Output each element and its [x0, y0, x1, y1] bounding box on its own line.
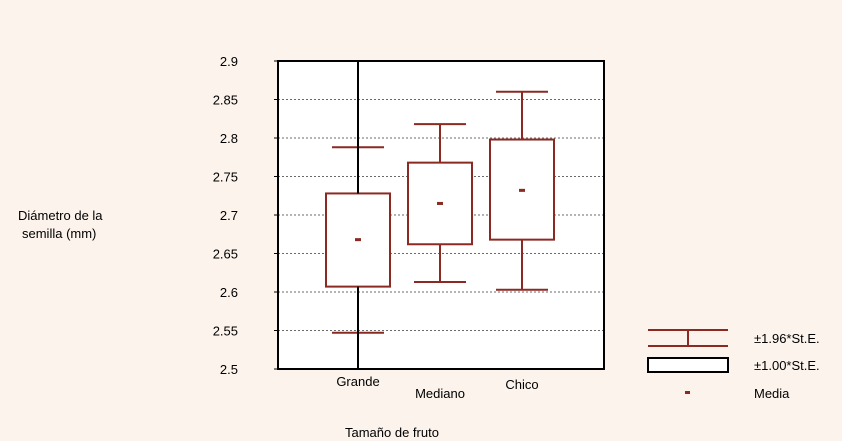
legend-label-whisker: ±1.96*St.E. [754, 331, 820, 346]
mean-marker [519, 188, 525, 192]
legend-label-mean: Media [754, 386, 790, 401]
y-axis-label-line1: Diámetro de la [18, 208, 103, 223]
legend-item-whisker: ±1.96*St.E. [648, 329, 820, 347]
legend-mean-marker [685, 391, 690, 394]
y-axis-label-line2: semilla (mm) [22, 226, 96, 241]
x-axis: Grande Mediano Chico [336, 374, 538, 401]
y-tick-label: 2.9 [220, 54, 238, 69]
y-tick-label: 2.6 [220, 285, 238, 300]
x-axis-label: Tamaño de fruto [345, 425, 439, 440]
y-tick-label: 2.65 [213, 247, 238, 262]
y-tick-label: 2.5 [220, 362, 238, 377]
y-tick-label: 2.75 [213, 170, 238, 185]
box-chico [489, 90, 555, 291]
mean-marker [437, 201, 443, 205]
y-tick-label: 2.8 [220, 131, 238, 146]
y-tick-label: 2.55 [213, 324, 238, 339]
box-mediano [407, 123, 473, 283]
category-label: Chico [505, 377, 538, 392]
legend-item-box: ±1.00*St.E. [647, 357, 820, 373]
mean-marker [355, 238, 361, 242]
y-axis: 2.5 2.55 2.6 2.65 2.7 2.75 2.8 2.85 2.9 [213, 54, 278, 377]
legend-item-mean: Media [685, 386, 790, 401]
category-label: Grande [336, 374, 379, 389]
legend: ±1.96*St.E. ±1.00*St.E. Media [647, 329, 820, 401]
legend-label-box: ±1.00*St.E. [754, 358, 820, 373]
y-tick-label: 2.85 [213, 93, 238, 108]
category-label: Mediano [415, 386, 465, 401]
y-tick-label: 2.7 [220, 208, 238, 223]
legend-box-swatch [647, 357, 729, 373]
boxes [325, 61, 555, 369]
